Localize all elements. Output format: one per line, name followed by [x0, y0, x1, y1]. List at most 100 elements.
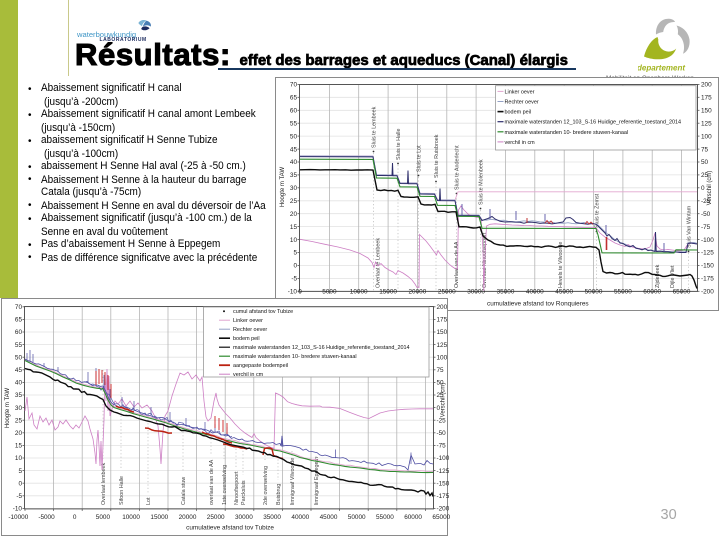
svg-text:45000: 45000 [320, 514, 338, 521]
svg-text:-10000: -10000 [8, 514, 28, 521]
svg-text:cumulatieve afstand tov Tubiz: cumulatieve afstand tov Tubize [186, 525, 274, 532]
svg-text:-100: -100 [437, 455, 450, 462]
svg-text:limnigraaf Vilvoorde: limnigraaf Vilvoorde [290, 458, 296, 505]
svg-text:75: 75 [437, 367, 445, 374]
svg-text:200: 200 [437, 304, 448, 311]
svg-text:departement: departement [638, 64, 685, 73]
svg-text:-50: -50 [437, 430, 447, 437]
svg-text:0: 0 [18, 480, 22, 487]
svg-text:65000: 65000 [432, 514, 450, 521]
svg-text:-175: -175 [701, 276, 714, 283]
svg-text:Hoogte m TAW: Hoogte m TAW [280, 167, 286, 208]
svg-text:0: 0 [293, 263, 297, 270]
svg-text:-50: -50 [701, 211, 711, 218]
svg-text:-200: -200 [701, 289, 714, 296]
svg-text:5: 5 [293, 250, 297, 257]
svg-text:Overlaat lembeek: Overlaat lembeek [101, 462, 107, 505]
svg-text:35: 35 [15, 392, 23, 399]
svg-text:verchil in cm: verchil in cm [505, 140, 536, 146]
svg-text:50: 50 [290, 133, 298, 140]
svg-text:-5000: -5000 [38, 514, 55, 521]
svg-text:Overlaat te Lembeek: Overlaat te Lembeek [376, 238, 382, 288]
svg-text:Sifoon Halle: Sifoon Halle [119, 476, 125, 505]
svg-text:10: 10 [15, 455, 23, 462]
svg-text:5: 5 [18, 468, 22, 475]
svg-text:-175: -175 [437, 493, 450, 500]
svg-text:1ste overwelving: 1ste overwelving [222, 465, 228, 505]
svg-text:Verschil (cm): Verschil (cm) [707, 171, 713, 206]
svg-text:2de overwelving: 2de overwelving [263, 466, 269, 505]
svg-text:15: 15 [290, 224, 298, 231]
svg-text:25: 25 [15, 417, 23, 424]
svg-text:200: 200 [701, 82, 712, 89]
svg-text:50: 50 [15, 354, 23, 361]
svg-text:Sluis te Halle: Sluis te Halle [396, 129, 402, 160]
svg-text:-200: -200 [437, 506, 450, 513]
svg-text:cumulatieve afstand tov Ronqu: cumulatieve afstand tov Ronquieres [487, 301, 589, 308]
svg-text:10000: 10000 [122, 514, 140, 521]
svg-text:10: 10 [290, 237, 298, 244]
svg-text:Zijdebeek: Zijdebeek [655, 264, 661, 288]
svg-text:40: 40 [15, 380, 23, 387]
svg-text:60: 60 [15, 329, 23, 336]
svg-text:30: 30 [15, 405, 23, 412]
svg-text:25: 25 [437, 392, 445, 399]
svg-text:maximale waterstanden 12_103_S: maximale waterstanden 12_103_S-16 Huidig… [233, 345, 410, 351]
svg-text:limnigraaf Eppegem: limnigraaf Eppegem [314, 457, 320, 505]
svg-text:Sluis Van Wintam: Sluis Van Wintam [687, 205, 693, 248]
svg-text:-10: -10 [288, 289, 298, 296]
svg-text:verchil in cm: verchil in cm [233, 372, 264, 378]
svg-text:20: 20 [290, 211, 298, 218]
svg-text:-150: -150 [701, 263, 714, 270]
svg-text:55: 55 [15, 342, 23, 349]
svg-text:20: 20 [15, 430, 23, 437]
svg-text:15000: 15000 [150, 514, 168, 521]
svg-text:30: 30 [290, 185, 298, 192]
svg-text:bodem peil: bodem peil [233, 336, 260, 342]
svg-text:125: 125 [701, 120, 712, 127]
svg-text:Sluis te Ruisbroek: Sluis te Ruisbroek [434, 134, 440, 178]
svg-text:Dijle Vliet: Dijle Vliet [670, 265, 676, 288]
svg-text:75: 75 [701, 146, 709, 153]
svg-text:15: 15 [15, 443, 23, 450]
svg-text:25: 25 [701, 172, 709, 179]
svg-text:-10: -10 [13, 506, 23, 513]
svg-text:maximale waterstanden 10- bred: maximale waterstanden 10- bredere stuwen… [233, 354, 357, 360]
svg-text:65: 65 [15, 317, 23, 324]
svg-text:aangepaste bodempeil: aangepaste bodempeil [233, 363, 288, 369]
svg-text:Catala stuw: Catala stuw [181, 477, 187, 505]
svg-text:25000: 25000 [207, 514, 225, 521]
svg-text:45: 45 [15, 367, 23, 374]
svg-text:25: 25 [290, 198, 298, 205]
svg-text:50: 50 [437, 380, 445, 387]
svg-text:Sluis te Lembeek: Sluis te Lembeek [372, 106, 378, 148]
svg-text:-5: -5 [16, 493, 22, 500]
svg-text:-100: -100 [701, 237, 714, 244]
svg-text:Lot: Lot [146, 497, 152, 505]
svg-text:Verschil (cm): Verschil (cm) [441, 383, 447, 418]
svg-text:100: 100 [701, 133, 712, 140]
svg-text:maximale waterstanden 12_103_S: maximale waterstanden 12_103_S-16 Huidig… [505, 120, 682, 126]
svg-text:Rechter oever: Rechter oever [505, 100, 539, 106]
svg-text:Ninoofsepoort: Ninoofsepoort [234, 471, 240, 505]
svg-text:150: 150 [701, 108, 712, 115]
svg-text:-25: -25 [701, 198, 711, 205]
svg-text:Sluis te Lot: Sluis te Lot [417, 145, 423, 172]
svg-text:-25: -25 [437, 417, 447, 424]
svg-text:60: 60 [290, 108, 298, 115]
svg-text:Buisbrug: Buisbrug [276, 484, 282, 505]
svg-text:overlaat van de AA: overlaat van de AA [209, 459, 215, 505]
svg-text:40: 40 [290, 159, 298, 166]
svg-text:70: 70 [290, 82, 298, 89]
svg-text:125: 125 [437, 342, 448, 349]
svg-text:35000: 35000 [263, 514, 281, 521]
svg-text:Sluis te Zemst: Sluis te Zemst [595, 193, 601, 228]
svg-text:70: 70 [15, 304, 23, 311]
svg-text:45: 45 [290, 146, 298, 153]
svg-text:20000: 20000 [179, 514, 197, 521]
svg-text:-5: -5 [291, 276, 297, 283]
svg-text:175: 175 [437, 317, 448, 324]
svg-text:Rechter oever: Rechter oever [233, 327, 267, 333]
svg-text:-75: -75 [701, 224, 711, 231]
svg-text:65: 65 [290, 95, 298, 102]
